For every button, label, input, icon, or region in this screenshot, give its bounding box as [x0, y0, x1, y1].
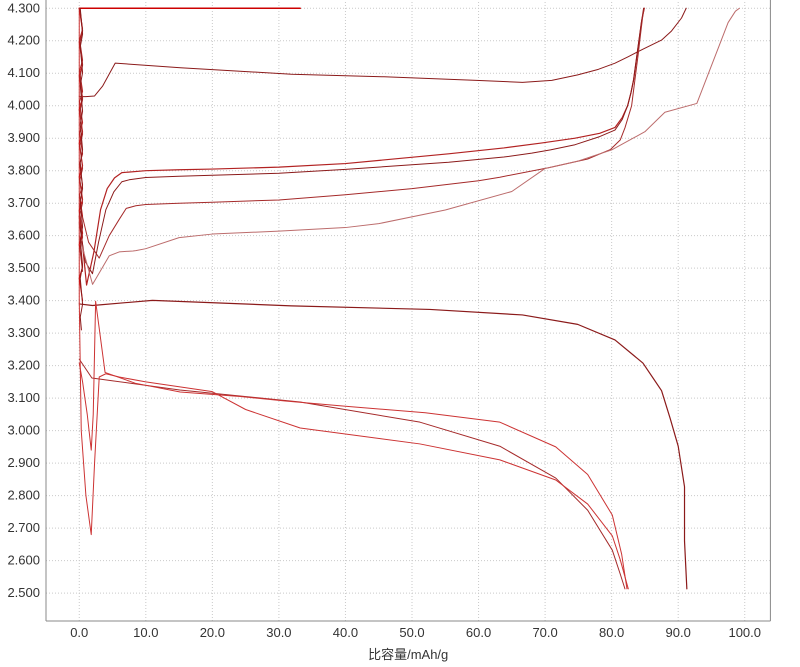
svg-text:3.000: 3.000 [7, 423, 40, 438]
svg-text:2.800: 2.800 [7, 488, 40, 503]
svg-text:30.0: 30.0 [266, 625, 291, 640]
svg-text:10.0: 10.0 [133, 625, 158, 640]
svg-text:2.600: 2.600 [7, 553, 40, 568]
svg-text:70.0: 70.0 [532, 625, 557, 640]
svg-text:4.000: 4.000 [7, 98, 40, 113]
svg-text:4.200: 4.200 [7, 33, 40, 48]
svg-text:90.0: 90.0 [666, 625, 691, 640]
svg-text:3.700: 3.700 [7, 195, 40, 210]
svg-text:2.700: 2.700 [7, 520, 40, 535]
svg-text:4.300: 4.300 [7, 0, 40, 15]
svg-text:80.0: 80.0 [599, 625, 624, 640]
svg-text:3.400: 3.400 [7, 293, 40, 308]
svg-text:50.0: 50.0 [399, 625, 424, 640]
svg-text:40.0: 40.0 [333, 625, 358, 640]
svg-text:3.800: 3.800 [7, 163, 40, 178]
svg-text:3.200: 3.200 [7, 358, 40, 373]
svg-text:2.900: 2.900 [7, 455, 40, 470]
svg-text:3.600: 3.600 [7, 228, 40, 243]
svg-text:3.500: 3.500 [7, 260, 40, 275]
svg-text:20.0: 20.0 [200, 625, 225, 640]
svg-text:2.500: 2.500 [7, 585, 40, 600]
svg-text:60.0: 60.0 [466, 625, 491, 640]
svg-text:100.0: 100.0 [728, 625, 761, 640]
svg-text:3.300: 3.300 [7, 325, 40, 340]
svg-text:3.100: 3.100 [7, 390, 40, 405]
svg-text:0.0: 0.0 [70, 625, 88, 640]
svg-text:4.100: 4.100 [7, 65, 40, 80]
svg-text:3.900: 3.900 [7, 130, 40, 145]
svg-text:比容量/mAh/g: 比容量/mAh/g [368, 647, 448, 662]
